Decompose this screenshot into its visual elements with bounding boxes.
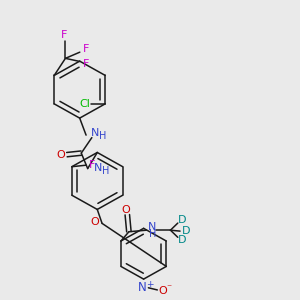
Text: N: N: [148, 222, 156, 233]
Text: O: O: [121, 205, 130, 215]
Text: O: O: [91, 217, 99, 227]
Text: F: F: [83, 44, 89, 54]
Text: D: D: [178, 236, 187, 245]
Text: H: H: [148, 229, 156, 238]
Text: F: F: [88, 160, 95, 170]
Text: +: +: [146, 280, 153, 289]
Text: H: H: [99, 131, 106, 141]
Text: N: N: [138, 281, 146, 294]
Text: N: N: [91, 128, 99, 138]
Text: D: D: [178, 215, 187, 225]
Text: N: N: [94, 163, 102, 172]
Text: O: O: [56, 150, 65, 160]
Text: F: F: [83, 59, 89, 69]
Text: Cl: Cl: [80, 99, 91, 109]
Text: H: H: [102, 166, 109, 176]
Text: D: D: [182, 226, 191, 236]
Text: O: O: [158, 286, 167, 296]
Text: ⁻: ⁻: [166, 283, 171, 293]
Text: F: F: [61, 30, 67, 40]
